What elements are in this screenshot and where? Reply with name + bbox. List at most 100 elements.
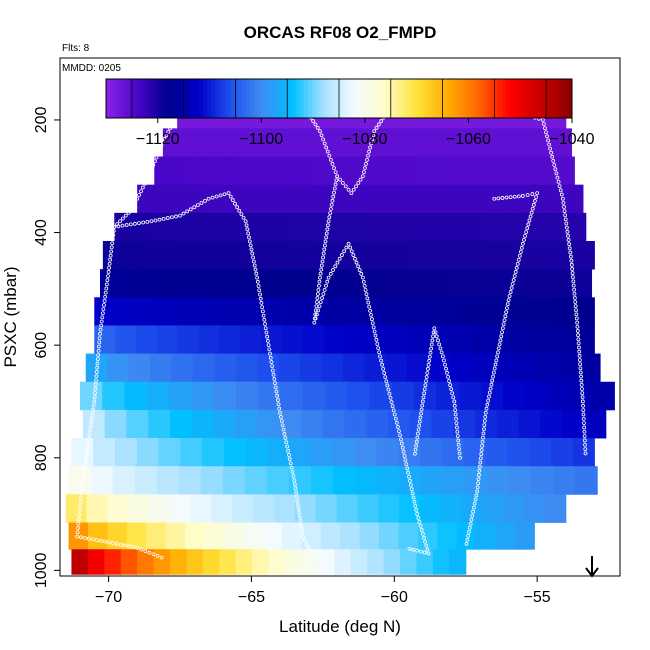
- track-point: [371, 325, 376, 330]
- colorbar-swatch: [261, 79, 266, 118]
- colorbar-swatch: [366, 79, 371, 118]
- track-point: [512, 274, 517, 278]
- track-point: [478, 456, 483, 461]
- track-point: [102, 539, 107, 544]
- colorbar-swatch: [416, 79, 422, 118]
- colorbar-swatch: [509, 79, 515, 118]
- heatmap-cell: [247, 128, 266, 157]
- heatmap-cell: [431, 409, 454, 439]
- track-point: [476, 477, 481, 482]
- colorbar-swatch: [331, 79, 336, 118]
- heatmap-cell: [469, 128, 487, 157]
- heatmap-cell: [120, 549, 138, 575]
- track-point: [399, 441, 404, 446]
- heatmap-cell: [420, 466, 444, 495]
- colorbar-swatch: [272, 79, 278, 118]
- heatmap-cell: [496, 409, 520, 439]
- colorbar-swatch: [486, 79, 491, 118]
- track-point: [383, 375, 388, 380]
- track-point: [128, 222, 133, 227]
- y-tick-label: 800: [33, 444, 50, 471]
- heatmap-cell: [323, 297, 345, 326]
- flights-count: Flts: 8: [62, 43, 90, 54]
- heatmap-cell: [435, 128, 453, 157]
- heatmap-cell: [408, 212, 430, 242]
- colorbar-swatch: [323, 79, 328, 118]
- track-point: [581, 412, 586, 417]
- track-point: [576, 337, 581, 342]
- flight-track: [464, 191, 540, 546]
- track-point: [254, 271, 259, 276]
- heatmap-cell: [469, 325, 491, 354]
- heatmap-band: [94, 325, 595, 354]
- track-point: [373, 333, 378, 338]
- track-point: [270, 368, 275, 373]
- track-point: [549, 150, 554, 155]
- colorbar-swatch: [513, 79, 519, 118]
- heatmap-cell: [572, 438, 595, 467]
- track-point: [94, 374, 99, 379]
- heatmap-cell: [450, 240, 473, 270]
- track-point: [332, 190, 336, 195]
- track-point: [126, 210, 131, 215]
- track-point: [354, 184, 358, 189]
- track-point: [492, 196, 497, 201]
- heatmap-cell: [415, 184, 435, 214]
- track-point: [120, 216, 125, 221]
- heatmap-cell: [407, 269, 429, 298]
- track-point: [389, 400, 394, 404]
- track-point: [95, 361, 100, 366]
- track-point: [414, 443, 419, 448]
- heatmap-cell: [156, 297, 179, 326]
- track-point: [430, 338, 435, 343]
- colorbar-swatch: [300, 79, 305, 118]
- heatmap-cell: [557, 353, 580, 383]
- track-point: [319, 133, 324, 138]
- track-point: [480, 444, 485, 448]
- heatmap-cell: [508, 184, 528, 214]
- colorbar-swatch: [354, 79, 359, 118]
- track-point: [109, 249, 114, 254]
- track-point: [218, 193, 223, 198]
- heatmap-cell: [344, 297, 366, 326]
- colorbar-swatch: [517, 79, 523, 118]
- track-point: [374, 337, 379, 342]
- heatmap-cell: [85, 353, 108, 383]
- track-point: [111, 229, 116, 233]
- heatmap-cell: [350, 128, 368, 157]
- heatmap-cell: [191, 409, 215, 439]
- track-point: [432, 326, 437, 331]
- track-point: [80, 487, 84, 491]
- track-point: [574, 308, 578, 313]
- track-point: [415, 512, 420, 516]
- heatmap-band: [100, 269, 593, 298]
- track-point: [326, 219, 331, 224]
- track-point: [252, 263, 257, 268]
- heatmap-cell: [211, 494, 233, 523]
- track-point: [582, 425, 587, 430]
- y-tick-label: 600: [33, 332, 50, 359]
- track-point: [329, 207, 333, 211]
- track-point: [78, 500, 83, 504]
- track-point: [149, 219, 154, 224]
- heatmap-cell: [311, 156, 330, 186]
- track-point: [479, 448, 484, 452]
- heatmap-cell: [495, 522, 516, 550]
- track-point: [573, 300, 578, 304]
- colorbar-swatch: [319, 79, 324, 118]
- heatmap-cell: [378, 184, 398, 214]
- colorbar-swatch: [474, 79, 480, 118]
- heatmap-cell: [100, 269, 122, 298]
- track-point: [574, 316, 579, 321]
- heatmap-cell: [136, 438, 160, 467]
- colorbar-swatch: [521, 79, 526, 118]
- track-point: [317, 279, 322, 284]
- heatmap-cell: [463, 438, 486, 467]
- y-tick-label: 1000: [33, 552, 50, 588]
- track-point: [185, 209, 190, 214]
- track-point: [515, 262, 520, 266]
- heatmap-cell: [359, 522, 380, 550]
- track-point: [469, 517, 474, 522]
- track-point: [162, 137, 167, 141]
- heatmap-cell: [87, 549, 105, 575]
